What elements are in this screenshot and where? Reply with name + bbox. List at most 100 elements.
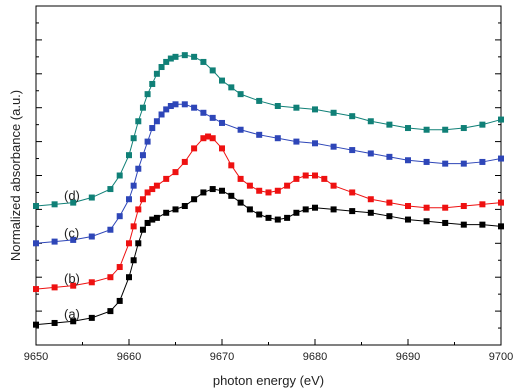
data-point	[153, 118, 160, 125]
data-point	[33, 286, 39, 293]
data-point	[498, 116, 504, 123]
data-point	[274, 187, 281, 194]
data-point	[479, 201, 486, 208]
data-point	[330, 109, 337, 116]
data-point	[349, 208, 356, 215]
data-point	[163, 58, 170, 65]
data-point	[330, 182, 337, 189]
data-point	[88, 233, 95, 240]
data-point	[405, 216, 411, 223]
series-label: (b)	[64, 271, 80, 286]
data-point	[386, 213, 393, 220]
data-point	[200, 58, 207, 65]
data-point	[139, 104, 146, 111]
data-point	[423, 126, 430, 133]
data-point	[367, 150, 374, 157]
data-point	[460, 203, 467, 210]
data-point	[172, 101, 179, 108]
data-point	[130, 257, 137, 264]
series-line	[35, 135, 502, 290]
data-point	[367, 118, 374, 125]
data-point	[139, 226, 146, 233]
data-point	[88, 194, 95, 201]
plot-frame	[35, 5, 502, 346]
data-point	[70, 236, 77, 243]
data-point	[293, 175, 300, 182]
x-axis-ticks: 9650 9660 9670 9680 9690 9700	[24, 339, 513, 363]
data-point	[498, 199, 504, 206]
data-point	[33, 321, 39, 328]
data-point	[302, 172, 309, 179]
data-point	[246, 182, 253, 189]
data-point	[274, 216, 281, 223]
data-point	[293, 209, 300, 216]
data-point	[116, 172, 123, 179]
data-point	[498, 155, 504, 162]
data-point	[130, 135, 137, 142]
data-point	[265, 214, 272, 221]
data-point	[442, 204, 449, 211]
data-point	[135, 165, 142, 172]
series-d	[33, 52, 504, 210]
x-tick-label: 9650	[24, 351, 48, 363]
data-point	[330, 206, 337, 213]
data-point	[219, 145, 225, 152]
data-point	[293, 138, 300, 145]
x-tick-label: 9670	[210, 351, 234, 363]
data-point	[181, 203, 188, 210]
data-point	[284, 214, 291, 221]
data-point	[205, 133, 212, 140]
data-point	[237, 91, 244, 98]
series-c	[33, 101, 504, 247]
data-point	[107, 274, 114, 281]
series-labels: (a) (b) (c) (d)	[64, 188, 80, 322]
data-point	[88, 314, 95, 321]
data-point	[172, 53, 179, 60]
data-point	[149, 80, 156, 87]
data-point	[126, 240, 132, 247]
data-point	[126, 274, 132, 281]
series-label: (d)	[64, 188, 80, 203]
data-point	[163, 106, 170, 113]
data-point	[237, 199, 244, 206]
data-point	[153, 214, 160, 221]
y-axis-ticks	[36, 5, 501, 346]
series-label: (a)	[64, 307, 80, 322]
data-point	[149, 186, 156, 193]
data-point	[423, 218, 430, 225]
data-point	[181, 52, 188, 59]
data-point	[209, 135, 216, 142]
data-point	[386, 199, 393, 206]
data-point	[144, 138, 151, 145]
data-point	[51, 201, 58, 208]
data-point	[107, 308, 114, 315]
data-point	[423, 204, 430, 211]
y-axis-title: Normalized absorbance (a.u.)	[8, 90, 23, 261]
data-point	[423, 158, 430, 165]
data-point	[181, 158, 188, 165]
series-line	[35, 103, 502, 244]
data-point	[144, 91, 151, 98]
data-point	[219, 119, 225, 126]
data-point	[144, 219, 151, 226]
data-point	[330, 143, 337, 150]
data-point	[126, 196, 132, 203]
series-label: (c)	[64, 225, 79, 240]
data-point	[153, 70, 160, 77]
data-point	[191, 145, 198, 152]
data-point	[405, 203, 411, 210]
data-point	[228, 162, 235, 169]
data-point	[107, 186, 114, 193]
data-point	[107, 226, 114, 233]
data-point	[149, 125, 156, 132]
data-point	[442, 219, 449, 226]
data-point	[460, 221, 467, 228]
data-point	[293, 104, 300, 111]
data-point	[130, 182, 137, 189]
data-point	[284, 182, 291, 189]
data-point	[349, 113, 356, 120]
data-point	[442, 160, 449, 167]
data-point	[246, 206, 253, 213]
data-point	[349, 147, 356, 154]
data-point	[139, 152, 146, 159]
